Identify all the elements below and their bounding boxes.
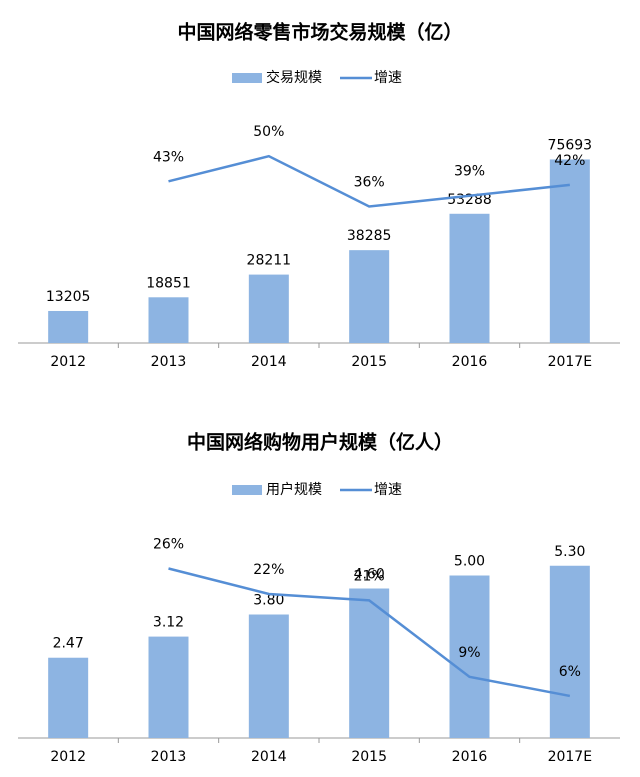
- bar: [248, 274, 289, 343]
- bar: [549, 159, 590, 343]
- x-tick-label: 2017E: [548, 354, 592, 370]
- x-tick-label: 2015: [351, 354, 387, 370]
- x-tick-label: 2012: [50, 749, 86, 765]
- bar: [148, 297, 189, 343]
- bar: [349, 250, 390, 343]
- x-tick-label: 2015: [351, 749, 387, 765]
- x-tick-label: 2012: [50, 354, 86, 370]
- data-label: 6%: [559, 664, 581, 680]
- bar: [549, 565, 590, 738]
- chart-title: 中国网络购物用户规模（亿人）: [187, 431, 453, 454]
- data-label: 3.12: [153, 615, 184, 631]
- data-label: 38285: [347, 228, 392, 244]
- line: [168, 567, 571, 698]
- bar: [48, 310, 89, 343]
- x-tick-label: 2014: [251, 354, 287, 370]
- legend-label: 交易规模: [266, 69, 322, 86]
- chart-title: 中国网络零售市场交易规模（亿）: [177, 21, 462, 44]
- data-label: 3.80: [253, 593, 284, 609]
- x-tick-label: 2013: [151, 354, 187, 370]
- bar: [449, 213, 490, 343]
- legend-label: 增速: [374, 482, 402, 498]
- bar: [349, 588, 390, 738]
- data-label: 4.60: [354, 567, 385, 583]
- data-label: 43%: [153, 149, 184, 165]
- data-label: 9%: [458, 645, 480, 661]
- data-label: 36%: [354, 174, 385, 190]
- bar: [48, 657, 89, 738]
- data-label: 21%: [354, 568, 385, 584]
- line: [168, 154, 570, 208]
- data-label: 18851: [146, 275, 191, 291]
- x-tick-label: 2014: [251, 749, 287, 765]
- bar: [248, 614, 289, 738]
- legend-swatch: [232, 73, 262, 83]
- bar: [148, 636, 189, 738]
- data-label: 39%: [454, 164, 485, 180]
- data-label: 13205: [46, 289, 91, 305]
- x-tick-label: 2017E: [548, 749, 592, 765]
- bar: [449, 575, 490, 738]
- data-label: 75693: [548, 137, 593, 153]
- data-label: 26%: [153, 536, 184, 552]
- x-tick-label: 2016: [452, 749, 488, 765]
- legend-label: 用户规模: [266, 481, 322, 498]
- data-label: 2.47: [53, 636, 84, 652]
- data-label: 5.00: [454, 554, 485, 570]
- x-tick-label: 2016: [452, 354, 488, 370]
- data-label: 28211: [247, 253, 292, 269]
- legend-swatch: [232, 485, 262, 495]
- data-label: 42%: [554, 153, 585, 169]
- x-tick-label: 2013: [151, 749, 187, 765]
- data-label: 22%: [253, 562, 284, 578]
- data-label: 50%: [253, 124, 284, 140]
- data-label: 5.30: [554, 544, 585, 560]
- legend-label: 增速: [374, 70, 402, 86]
